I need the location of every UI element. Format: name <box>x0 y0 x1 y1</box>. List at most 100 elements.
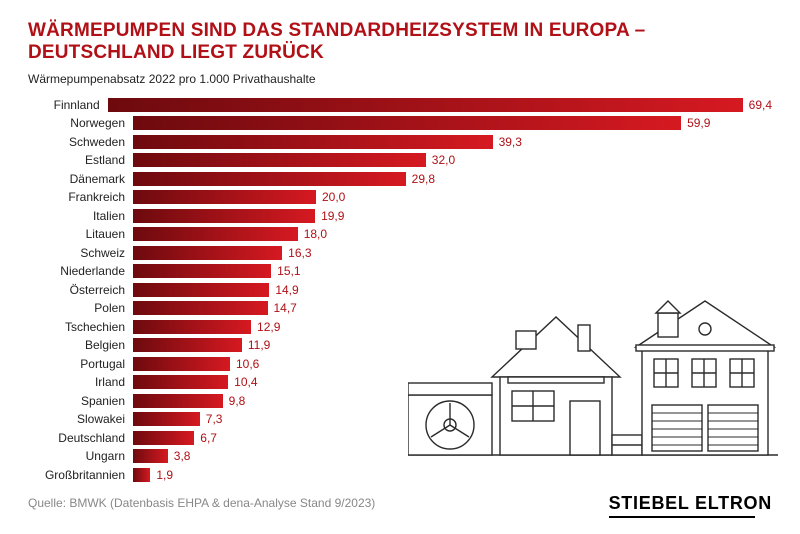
value-label: 18,0 <box>304 227 327 241</box>
value-label: 6,7 <box>200 431 217 445</box>
bar <box>133 135 493 149</box>
bar <box>133 246 282 260</box>
bar-row: Belgien11,9 <box>28 336 772 355</box>
bar-row: Schweden 39,3 <box>28 133 772 152</box>
value-label: 12,9 <box>257 320 280 334</box>
bar-row: Portugal 10,6 <box>28 355 772 374</box>
bar-track: 14,7 <box>133 301 772 315</box>
category-label: Schweden <box>28 135 133 149</box>
bar-row: Niederlande15,1 <box>28 262 772 281</box>
bar-row: Finnland 69,4 <box>28 96 772 115</box>
brand-logo: STIEBEL ELTRON <box>609 493 772 518</box>
bar <box>133 412 200 426</box>
bar-track: 14,9 <box>133 283 772 297</box>
bar-row: Estland 32,0 <box>28 151 772 170</box>
bar-track: 15,1 <box>133 264 772 278</box>
bar <box>133 449 168 463</box>
category-label: Finnland <box>28 98 108 112</box>
bar-row: Litauen 18,0 <box>28 225 772 244</box>
value-label: 11,9 <box>248 338 270 352</box>
brand-name: STIEBEL ELTRON <box>609 493 772 514</box>
bar-row: Tschechien 12,9 <box>28 318 772 337</box>
bar <box>133 116 681 130</box>
category-label: Ungarn <box>28 449 133 463</box>
bar-track: 18,0 <box>133 227 772 241</box>
bar-track: 9,8 <box>133 394 772 408</box>
bar-track: 10,6 <box>133 357 772 371</box>
category-label: Schweiz <box>28 246 133 260</box>
value-label: 1,9 <box>156 468 173 482</box>
category-label: Großbritannien <box>28 468 133 482</box>
value-label: 15,1 <box>277 264 300 278</box>
bar-row: Polen14,7 <box>28 299 772 318</box>
bar-track: 69,4 <box>108 98 772 112</box>
category-label: Frankreich <box>28 190 133 204</box>
title-line-1: WÄRMEPUMPEN SIND DAS STANDARDHEIZSYSTEM … <box>28 20 772 42</box>
value-label: 29,8 <box>412 172 435 186</box>
bar <box>133 357 230 371</box>
bar-row: Norwegen 59,9 <box>28 114 772 133</box>
category-label: Slowakei <box>28 412 133 426</box>
bar <box>133 283 269 297</box>
bar-track: 59,9 <box>133 116 772 130</box>
bar <box>133 190 316 204</box>
category-label: Dänemark <box>28 172 133 186</box>
bar-row: Dänemark 29,8 <box>28 170 772 189</box>
bar-track: 29,8 <box>133 172 772 186</box>
value-label: 59,9 <box>687 116 710 130</box>
brand-underline <box>609 516 755 518</box>
bar-track: 16,3 <box>133 246 772 260</box>
category-label: Portugal <box>28 357 133 371</box>
bar <box>133 394 223 408</box>
category-label: Estland <box>28 153 133 167</box>
value-label: 10,4 <box>234 375 257 389</box>
bar-row: Österreich 14,9 <box>28 281 772 300</box>
value-label: 20,0 <box>322 190 345 204</box>
value-label: 3,8 <box>174 449 191 463</box>
value-label: 69,4 <box>749 98 772 112</box>
bar-track: 32,0 <box>133 153 772 167</box>
bar-track: 10,4 <box>133 375 772 389</box>
bar-row: Italien 19,9 <box>28 207 772 226</box>
bar <box>133 301 268 315</box>
category-label: Österreich <box>28 283 133 297</box>
bar-row: Slowakei 7,3 <box>28 410 772 429</box>
category-label: Deutschland <box>28 431 133 445</box>
bar-chart: Finnland 69,4 Norwegen 59,9 Schweden 39,3 Estl… <box>28 96 772 485</box>
bar-row: Großbritannien 1,9 <box>28 466 772 485</box>
bar-row: Spanien9,8 <box>28 392 772 411</box>
bar-row: Ungarn 3,8 <box>28 447 772 466</box>
bar <box>133 468 150 482</box>
bar <box>133 172 406 186</box>
bar-track: 7,3 <box>133 412 772 426</box>
bar-row: Irland10,4 <box>28 373 772 392</box>
bar <box>133 375 228 389</box>
bar-track: 11,9 <box>133 338 772 352</box>
bar-row: Frankreich 20,0 <box>28 188 772 207</box>
value-label: 10,6 <box>236 357 259 371</box>
value-label: 7,3 <box>206 412 223 426</box>
bar-row: Deutschland 6,7 <box>28 429 772 448</box>
value-label: 16,3 <box>288 246 311 260</box>
bar-track: 3,8 <box>133 449 772 463</box>
chart-title: WÄRMEPUMPEN SIND DAS STANDARDHEIZSYSTEM … <box>28 20 772 64</box>
bar-track: 12,9 <box>133 320 772 334</box>
category-label: Italien <box>28 209 133 223</box>
value-label: 32,0 <box>432 153 455 167</box>
chart-subtitle: Wärmepumpenabsatz 2022 pro 1.000 Privath… <box>28 72 772 86</box>
value-label: 39,3 <box>499 135 522 149</box>
value-label: 19,9 <box>321 209 344 223</box>
bar-track: 39,3 <box>133 135 772 149</box>
title-line-2: DEUTSCHLAND LIEGT ZURÜCK <box>28 42 772 64</box>
category-label: Litauen <box>28 227 133 241</box>
bar <box>133 153 426 167</box>
bar <box>133 338 242 352</box>
bar <box>133 320 251 334</box>
bar <box>133 431 194 445</box>
category-label: Tschechien <box>28 320 133 334</box>
value-label: 14,9 <box>275 283 298 297</box>
bar <box>133 209 315 223</box>
category-label: Norwegen <box>28 116 133 130</box>
value-label: 14,7 <box>274 301 297 315</box>
category-label: Spanien <box>28 394 133 408</box>
